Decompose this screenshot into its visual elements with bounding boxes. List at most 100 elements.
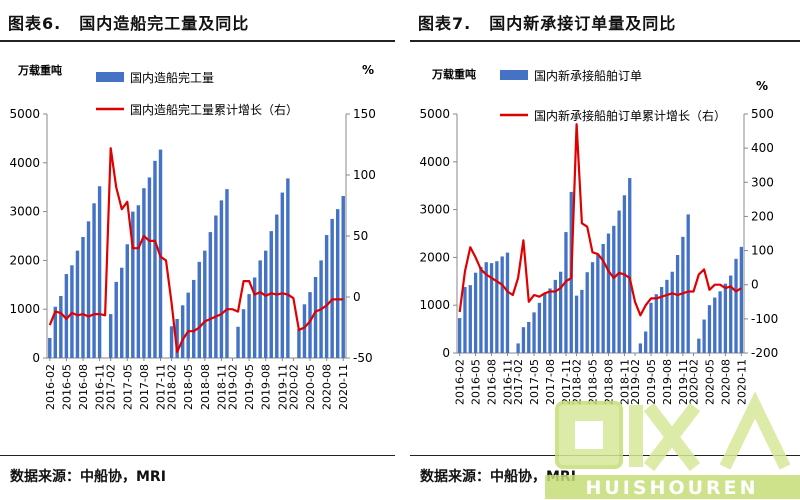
bar [86, 221, 91, 358]
legend-bar-swatch [96, 72, 124, 82]
bar [236, 326, 240, 358]
bar [225, 189, 229, 358]
right-unit-label: % [756, 79, 768, 93]
bar [330, 218, 334, 358]
bar [606, 233, 611, 353]
bar [659, 287, 664, 353]
bar [64, 274, 69, 358]
bar [739, 246, 743, 353]
y-right-tick-label: 500 [751, 107, 774, 121]
x-tick-label: 2016-02 [44, 364, 57, 410]
chart-title: 图表7. 国内新承接订单量及同比 [418, 10, 676, 34]
bar [180, 305, 185, 358]
bar [252, 277, 257, 358]
x-tick-label: 2020-11 [337, 364, 350, 410]
bar [186, 292, 190, 358]
bar [275, 214, 279, 358]
bar [601, 244, 605, 353]
bar [192, 279, 196, 358]
bar [131, 211, 135, 358]
bar [125, 244, 130, 358]
x-tick-label: 2018-02 [166, 364, 179, 410]
bar [258, 260, 262, 358]
bar [654, 294, 658, 353]
bar [495, 261, 499, 353]
x-tick-label: 2020-05 [703, 359, 716, 405]
left-unit-label: 万载重吨 [17, 63, 62, 77]
y-left-tick-label: 3000 [419, 203, 450, 217]
bar [108, 314, 113, 358]
chart-1-svg: 万载重吨 % 0 1000 2000 3000 4000 5000 -50 0 50 100 150 20… [9, 63, 375, 410]
bar [203, 250, 207, 358]
bar [723, 283, 728, 353]
bar [75, 250, 80, 358]
x-tick-label: 2017-02 [512, 359, 525, 405]
bar [702, 319, 706, 353]
bar [120, 267, 124, 358]
y-right-tick-label: -100 [751, 312, 778, 326]
y-left-tick-label: 4000 [419, 155, 450, 169]
y-left-tick-label: 0 [442, 346, 450, 360]
bar [297, 329, 301, 358]
y-right-tick-label: 300 [751, 175, 774, 189]
x-tick-label: 2019-02 [629, 359, 642, 405]
watermark-text: HUISHOUREN [585, 477, 758, 499]
bar [479, 266, 483, 353]
x-tick-label: 2016-05 [60, 364, 73, 410]
bar [70, 265, 74, 358]
bar [59, 296, 63, 358]
bar [302, 304, 307, 358]
left-unit-label: 万载重吨 [431, 67, 476, 81]
y-left-tick-label: 0 [32, 351, 40, 365]
bar [208, 232, 213, 358]
data-source: 数据来源：中船协，MRI [10, 469, 166, 485]
bar [92, 203, 96, 358]
x-tick-label: 2017-02 [105, 364, 118, 410]
y-right-tick-label: 100 [751, 244, 774, 258]
bar [48, 337, 52, 358]
bar [308, 292, 312, 358]
bar [558, 271, 563, 353]
legend-line-label: 国内造船完工量累计增长（右） [130, 102, 298, 117]
bar [564, 232, 568, 353]
legend-bar-swatch [500, 70, 528, 80]
source-rule [0, 455, 395, 456]
bar [617, 210, 621, 353]
y-right-tick-label: -200 [751, 346, 778, 360]
x-tick-label: 2020-11 [735, 359, 748, 405]
growth-line [48, 147, 344, 353]
chart-panel-1: 图表6. 国内造船完工量及同比 万载重吨% 0 1000 2000 3000 4000 500… [0, 0, 395, 500]
bar [142, 188, 146, 358]
bar [473, 272, 478, 353]
bar [484, 262, 488, 353]
title-rule [0, 40, 395, 42]
chart-2-svg: 万载重吨% 0 1000 2000 3000 4000 5000 -200 -100 0 100 20… [419, 67, 778, 405]
x-tick-label: 2019-05 [645, 359, 658, 405]
recycle-logo-icon: HUISHOUREN [545, 391, 800, 499]
x-tick-label: 2018-11 [215, 364, 228, 410]
bar [649, 302, 653, 353]
bar [263, 250, 268, 358]
y-left-tick-label: 2000 [9, 253, 40, 267]
x-tick-label: 2018-08 [602, 359, 615, 405]
bar [458, 318, 462, 353]
x-tick-label: 2016-11 [94, 364, 107, 410]
x-tick-label: 2017-08 [138, 364, 151, 410]
chart-title-text: 国内造船完工量及同比 [79, 14, 250, 33]
bar [729, 275, 733, 353]
bar [114, 281, 118, 358]
y-right-tick-label: 0 [353, 290, 361, 304]
chart-panel-2: 图表7. 国内新承接订单量及同比 万载重吨% 0 1000 2000 3000 4000 50… [410, 0, 800, 500]
x-tick-label: 2017-11 [155, 364, 168, 410]
bar [219, 200, 224, 358]
x-tick-label: 2019-11 [276, 364, 289, 410]
bar [574, 295, 579, 353]
x-tick-label: 2016-05 [470, 359, 483, 405]
bar [516, 343, 520, 353]
x-tick-label: 2020-08 [321, 364, 334, 410]
y-left-tick-label: 1000 [419, 298, 450, 312]
bar [341, 195, 345, 358]
bar [686, 214, 690, 353]
bar [53, 306, 58, 358]
bar [734, 258, 738, 353]
